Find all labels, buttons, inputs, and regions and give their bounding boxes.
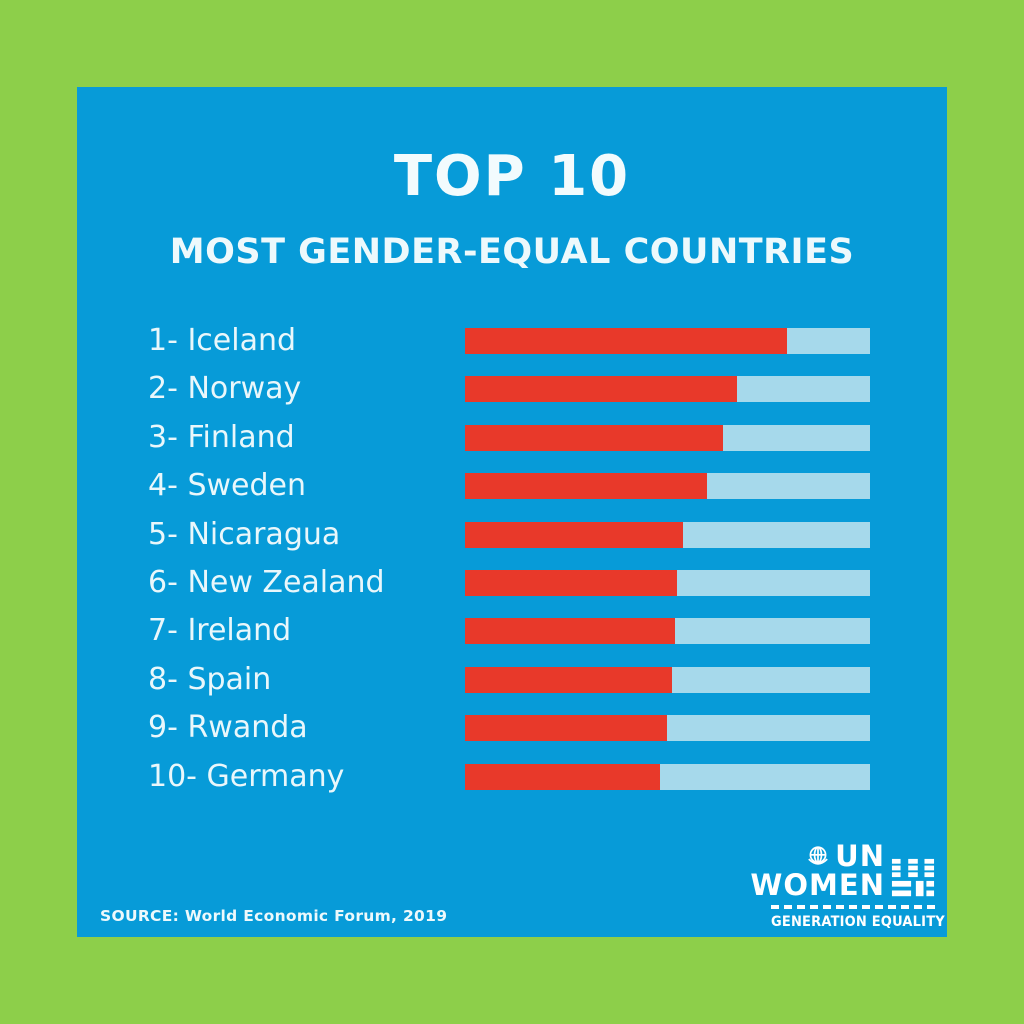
table-row: 9- Rwanda — [148, 710, 870, 746]
bar-track — [465, 521, 870, 548]
source-note: SOURCE: World Economic Forum, 2019 — [100, 907, 448, 925]
bar-chart: 1- Iceland 2- Norway 3- Finland 4- Swede… — [148, 323, 870, 794]
table-row: 3- Finland — [148, 419, 870, 455]
chart-panel: TOP 10 MOST GENDER-EQUAL COUNTRIES 1- Ic… — [77, 87, 947, 937]
un-emblem-icon — [805, 844, 831, 870]
table-row: 5- Nicaragua — [148, 516, 870, 552]
bar-track — [465, 618, 870, 645]
country-label: 5- Nicaragua — [148, 516, 341, 552]
bar-fill — [465, 763, 660, 790]
bar-track — [465, 763, 870, 790]
bar-fill — [465, 569, 677, 596]
table-row: 4- Sweden — [148, 468, 870, 504]
country-label: 4- Sweden — [148, 468, 306, 504]
generation-equality-tagline: GENERATION EQUALITY — [771, 914, 945, 930]
logo-dashed-divider — [771, 905, 935, 909]
un-women-mark-icon — [891, 858, 935, 900]
bar-track — [465, 569, 870, 596]
bar-track — [465, 666, 870, 693]
bar-fill — [465, 473, 708, 500]
page-subtitle: MOST GENDER-EQUAL COUNTRIES — [169, 232, 855, 272]
bar-track — [465, 424, 870, 451]
country-label: 9- Rwanda — [148, 710, 308, 746]
table-row: 2- Norway — [148, 371, 870, 407]
bar-fill — [465, 424, 723, 451]
country-label: 10- Germany — [148, 758, 345, 794]
logo-women-text: WOMEN — [750, 868, 885, 902]
bar-track — [465, 328, 870, 354]
table-row: 1- Iceland — [148, 323, 870, 358]
table-row: 8- Spain — [148, 661, 870, 697]
country-label: 6- New Zealand — [148, 564, 385, 600]
table-row: 6- New Zealand — [148, 564, 870, 600]
country-label: 7- Ireland — [148, 613, 292, 649]
bar-fill — [465, 521, 683, 548]
country-label: 1- Iceland — [148, 323, 297, 358]
table-row: 7- Ireland — [148, 613, 870, 649]
country-label: 2- Norway — [148, 371, 302, 407]
bar-track — [465, 376, 870, 403]
table-row: 10- Germany — [148, 758, 870, 794]
page-title: TOP 10 — [393, 144, 631, 209]
bar-fill — [465, 328, 787, 354]
country-label: 8- Spain — [148, 661, 272, 697]
bar-track — [465, 473, 870, 500]
bar-track — [465, 715, 870, 742]
logo-un-text: UN — [835, 839, 885, 874]
bar-fill — [465, 666, 672, 693]
bar-fill — [465, 715, 668, 742]
country-label: 3- Finland — [148, 419, 295, 455]
bar-fill — [465, 376, 738, 403]
un-women-logo: UN WOMEN — [750, 839, 945, 930]
bar-fill — [465, 618, 676, 645]
